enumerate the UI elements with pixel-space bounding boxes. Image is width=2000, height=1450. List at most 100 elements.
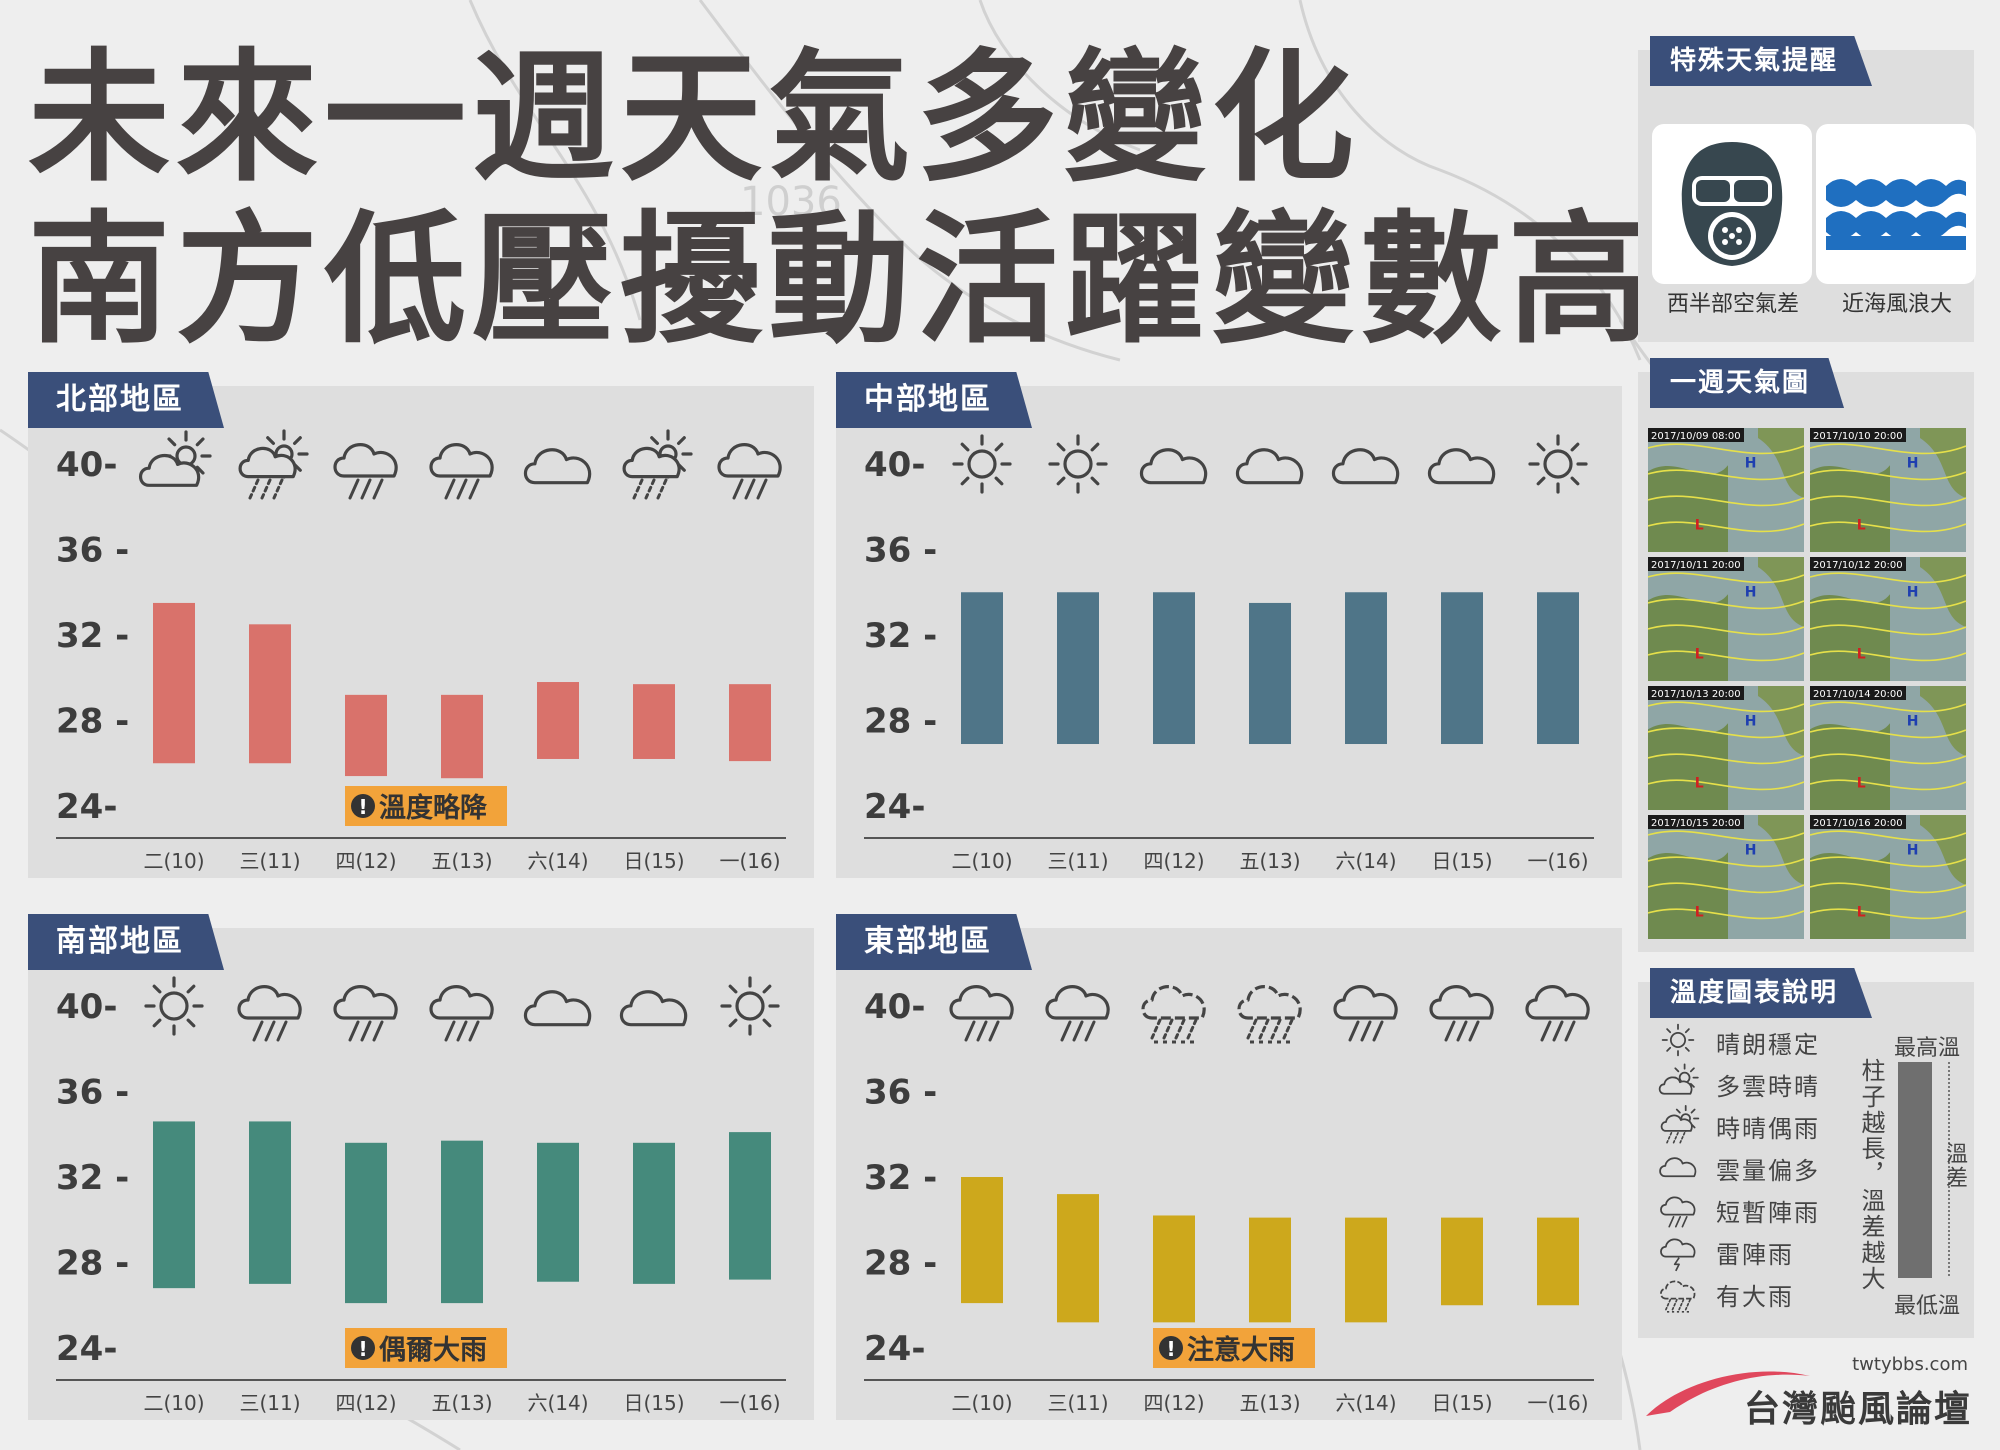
y-tick-label: 40- <box>56 445 117 485</box>
temperature-bar <box>1345 592 1387 745</box>
temperature-bar <box>1249 602 1291 745</box>
x-tick-label: 一(16) <box>1527 1391 1588 1415</box>
x-tick-label: 二(10) <box>951 1391 1012 1415</box>
y-tick-label: 40- <box>864 987 925 1027</box>
brand-url[interactable]: twtybbs.com <box>1852 1354 1968 1375</box>
cloud-icon <box>1331 448 1400 485</box>
x-tick-label: 日(15) <box>623 1391 684 1415</box>
y-tick-label: 36 - <box>56 531 129 571</box>
temperature-bar <box>1057 592 1099 745</box>
panel-central: 中部地區 40- 36 - 32 - 28 - 24- 二(10) 三(11) 四(12) 五(… <box>836 372 1622 878</box>
temperature-bar <box>961 1177 1003 1304</box>
low-pressure-mark: L <box>1695 905 1704 921</box>
sun-icon <box>1048 434 1108 494</box>
temperature-bar <box>729 1132 771 1280</box>
weather-map-frame: 2017/10/09 08:00 H L <box>1647 428 1805 552</box>
weather-map-frame: 2017/10/13 20:00 H L <box>1647 686 1805 810</box>
x-tick-label: 三(11) <box>239 1391 300 1415</box>
temperature-bar <box>1249 1217 1291 1323</box>
sun-icon <box>144 976 204 1036</box>
temperature-bar <box>537 1142 579 1282</box>
chart-east: 40- 36 - 32 - 28 - 24- 二(10) 三(11) 四(12) 五(13) 六(… <box>864 985 1594 1415</box>
headline-line-1: 未來一週天氣多變化 <box>28 36 1360 201</box>
note-text: 溫度略降 <box>379 792 488 824</box>
y-tick-label: 32 - <box>864 1158 937 1198</box>
rain-icon <box>1045 985 1110 1042</box>
x-tick-label: 二(10) <box>143 1391 204 1415</box>
exclamation-icon: ! <box>1166 1337 1175 1361</box>
high-pressure-mark: H <box>1745 456 1757 472</box>
sun-icon <box>1528 434 1588 494</box>
sun-icon <box>720 976 780 1036</box>
temperature-bar <box>633 684 675 759</box>
x-tick-label: 日(15) <box>1431 849 1492 873</box>
waves-icon <box>1826 179 1966 250</box>
x-tick-label: 一(16) <box>1527 849 1588 873</box>
x-tick-label: 一(16) <box>719 849 780 873</box>
x-tick-label: 二(10) <box>143 849 204 873</box>
x-tick-label: 六(14) <box>527 1391 588 1415</box>
legend-range-arrow <box>1948 1062 1950 1276</box>
headline-line-2: 南方低壓擾動活躍變數高 <box>28 198 1656 363</box>
high-pressure-mark: H <box>1907 843 1919 859</box>
y-tick-label: 40- <box>56 987 117 1027</box>
cloud-icon <box>1235 448 1304 485</box>
gas-mask-card <box>1652 124 1812 284</box>
temperature-bar <box>441 694 483 779</box>
temperature-bar <box>1153 592 1195 745</box>
sunshower-icon <box>1660 1104 1700 1144</box>
exclamation-icon: ! <box>358 795 367 819</box>
exclamation-icon: ! <box>358 1337 367 1361</box>
temperature-bar <box>249 624 291 764</box>
temperature-bar <box>153 602 195 764</box>
cloud-icon <box>1659 1157 1697 1178</box>
temperature-bar <box>961 592 1003 745</box>
y-tick-label: 28 - <box>864 1244 937 1284</box>
x-tick-label: 三(11) <box>239 849 300 873</box>
legend-bar <box>1898 1062 1932 1278</box>
temperature-bar <box>345 1142 387 1304</box>
temperature-bar <box>441 1140 483 1304</box>
gas-mask-icon <box>1681 142 1783 266</box>
cloud-icon <box>619 990 688 1027</box>
temperature-bar <box>1057 1194 1099 1323</box>
map-timestamp: 2017/10/14 20:00 <box>1813 689 1903 700</box>
legend-item-label: 短暫陣雨 <box>1716 1198 1820 1227</box>
x-tick-label: 日(15) <box>623 849 684 873</box>
cloud-icon <box>1427 448 1496 485</box>
legend-item: 晴朗穩定 <box>1650 1022 1820 1062</box>
low-pressure-mark: L <box>1695 647 1704 663</box>
region-tag: 南部地區 <box>28 914 224 970</box>
legend-max-label: 最高溫 <box>1894 1036 1961 1061</box>
legend-min-label: 最低溫 <box>1894 1294 1961 1319</box>
temperature-bar <box>1441 1217 1483 1306</box>
x-tick-label: 五(13) <box>431 1391 492 1415</box>
weekly-map-heading: 一週天氣圖 <box>1650 358 1845 408</box>
map-timestamp: 2017/10/09 08:00 <box>1651 431 1741 442</box>
sunshower-icon <box>622 429 693 500</box>
temperature-bar <box>345 694 387 777</box>
special-weather-heading: 特殊天氣提醒 <box>1650 36 1873 86</box>
x-tick-label: 一(16) <box>719 1391 780 1415</box>
legend-diff-label: 溫差 <box>1942 1142 1967 1190</box>
chart-south: 40- 36 - 32 - 28 - 24- 二(10) 三(11) 四(12) 五(13) 六(… <box>56 976 786 1415</box>
high-pressure-mark: H <box>1907 714 1919 730</box>
weather-map-frame: 2017/10/15 20:00 H L <box>1647 815 1805 939</box>
y-tick-label: 24- <box>56 1329 117 1369</box>
high-pressure-mark: H <box>1907 585 1919 601</box>
legend-item-label: 有大雨 <box>1716 1282 1794 1311</box>
map-timestamp: 2017/10/16 20:00 <box>1813 818 1903 829</box>
legend-heading: 溫度圖表說明 <box>1650 968 1873 1018</box>
special-weather-box: 特殊天氣提醒 西半部空氣差 近海風浪大 <box>1638 36 1976 342</box>
brand-logo: twtybbs.com 台灣颱風論壇 <box>1640 1354 1976 1434</box>
sunshower-icon <box>238 429 309 500</box>
low-pressure-mark: L <box>1857 776 1866 792</box>
low-pressure-mark: L <box>1695 518 1704 534</box>
sun-icon <box>952 434 1012 494</box>
weather-map-frame: 2017/10/11 20:00 H L <box>1647 557 1805 681</box>
x-tick-label: 五(13) <box>1239 1391 1300 1415</box>
high-pressure-mark: H <box>1907 456 1919 472</box>
legend-item-label: 多雲時晴 <box>1716 1072 1820 1101</box>
temperature-bar <box>1153 1215 1195 1323</box>
